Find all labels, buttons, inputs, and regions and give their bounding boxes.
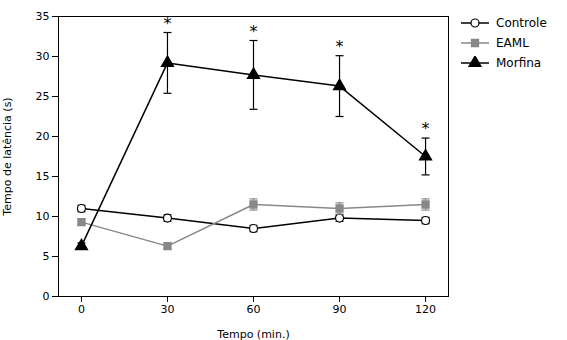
svg-text:Tempo de latência (s): Tempo de latência (s) [1, 97, 14, 216]
svg-text:20: 20 [36, 130, 50, 143]
svg-text:*: * [336, 37, 344, 56]
html-text:Morfina: Morfina [496, 56, 542, 70]
svg-text:0: 0 [43, 290, 50, 303]
html-text:Controle: Controle [496, 16, 547, 30]
svg-text:90: 90 [333, 303, 347, 316]
svg-text:120: 120 [415, 303, 436, 316]
svg-text:30: 30 [36, 50, 50, 63]
svg-text:15: 15 [36, 170, 50, 183]
svg-text:30: 30 [160, 303, 174, 316]
svg-text:0: 0 [78, 303, 85, 316]
svg-text:35: 35 [36, 10, 50, 23]
svg-text:5: 5 [43, 250, 50, 263]
svg-text:60: 60 [247, 303, 261, 316]
svg-text:25: 25 [36, 90, 50, 103]
svg-text:*: * [422, 119, 430, 138]
svg-text:*: * [250, 22, 258, 41]
html-text:EAML: EAML [496, 36, 529, 50]
svg-text:10: 10 [36, 210, 50, 223]
svg-text:Tempo (min.): Tempo (min.) [216, 328, 289, 340]
